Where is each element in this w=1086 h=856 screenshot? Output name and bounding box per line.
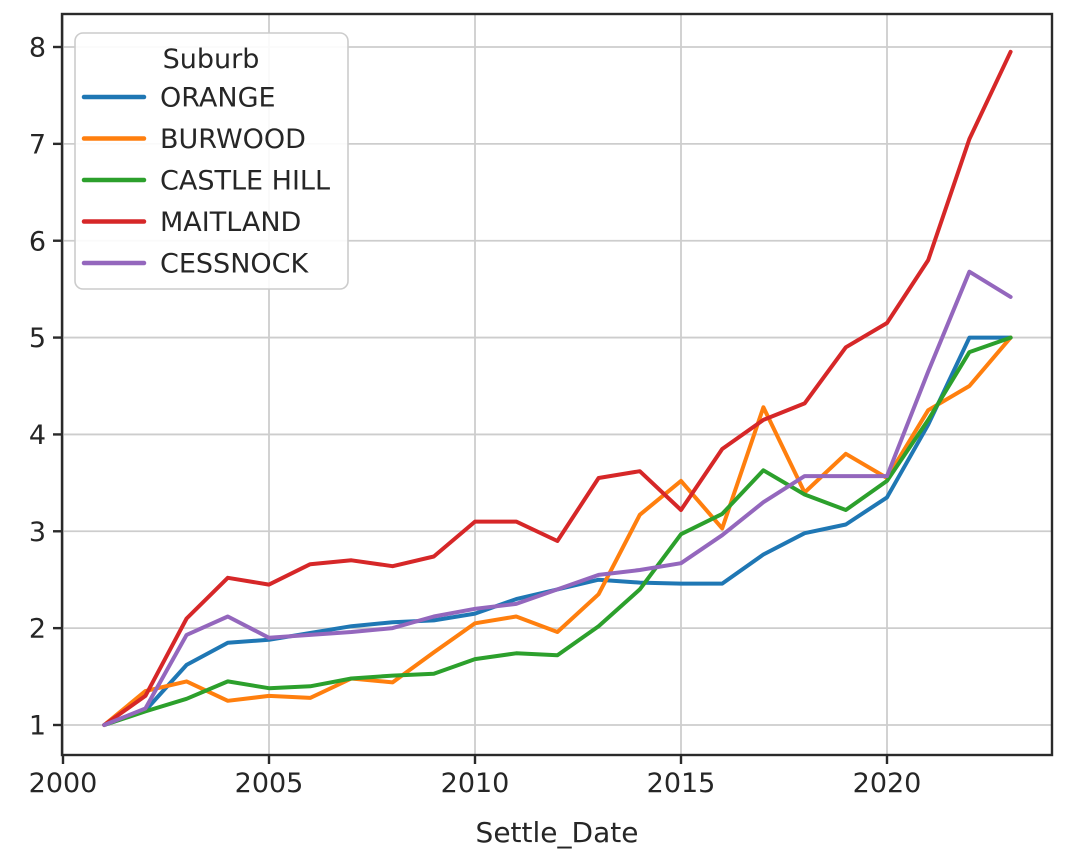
- y-tick-label: 7: [29, 129, 46, 160]
- plot-border: [60, 12, 1054, 757]
- legend-label: MAITLAND: [160, 207, 301, 238]
- x-tick-label: 2005: [235, 768, 304, 799]
- legend-label: CESSNOCK: [160, 249, 309, 280]
- x-tick-label: 2010: [441, 768, 510, 799]
- series-lines: [102, 49, 1013, 727]
- x-tick-label: 2020: [853, 768, 922, 799]
- legend-handles: [81, 94, 147, 266]
- x-tick-label: 2000: [29, 768, 98, 799]
- legend-label: ORANGE: [160, 83, 276, 114]
- legend: Suburb ORANGE BURWOOD CASTLE HILL MAITLA…: [74, 32, 349, 290]
- series-line-castle-hill: [102, 335, 1013, 727]
- y-tick-label: 4: [29, 420, 46, 451]
- legend-label: BURWOOD: [160, 124, 306, 155]
- y-tick-label: 6: [29, 226, 46, 257]
- x-axis-label: Settle_Date: [476, 816, 639, 849]
- y-tick-labels: 1 2 3 4 5 6 7 8: [29, 33, 46, 742]
- series-line-maitland: [102, 49, 1013, 727]
- y-tick-label: 2: [29, 614, 46, 645]
- series-line-burwood: [102, 335, 1013, 727]
- y-tick-label: 8: [29, 33, 46, 64]
- legend-label: CASTLE HILL: [160, 166, 330, 197]
- y-tick-label: 3: [29, 517, 46, 548]
- legend-title: Suburb: [163, 44, 260, 75]
- series-line-cessnock: [102, 269, 1013, 727]
- y-tick-label: 1: [29, 711, 46, 742]
- x-tick-labels: 2000 2005 2010 2015 2020: [29, 768, 922, 799]
- x-tick-label: 2015: [647, 768, 716, 799]
- tick-marks: [53, 45, 889, 764]
- y-tick-label: 5: [29, 323, 46, 354]
